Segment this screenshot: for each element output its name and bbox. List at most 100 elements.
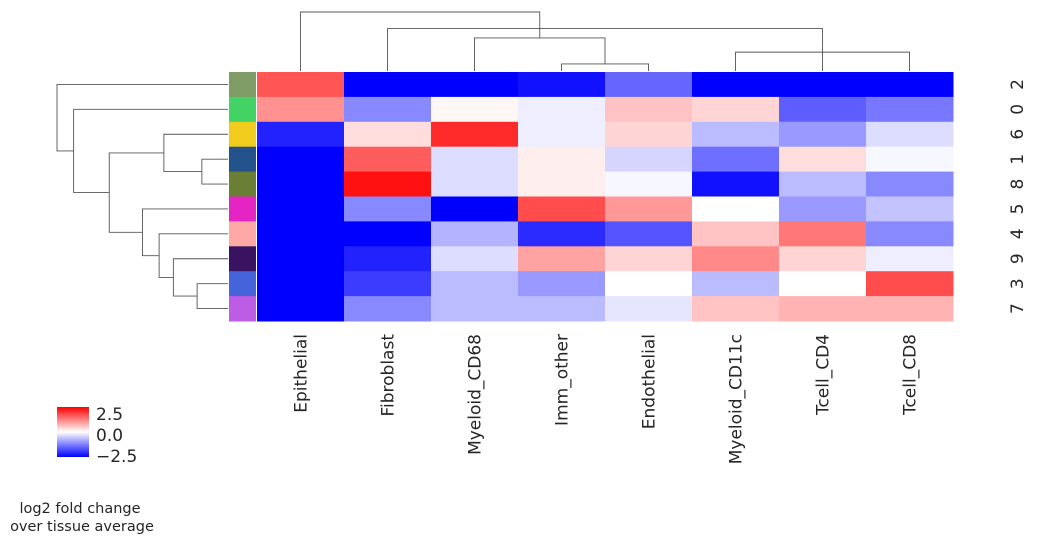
heatmap-cell — [518, 121, 606, 148]
heatmap-cell — [605, 271, 693, 297]
row-dendrogram-link — [196, 283, 228, 309]
heatmap-cell — [431, 271, 519, 297]
heatmap-cell — [257, 271, 345, 297]
colorbar-gradient — [57, 407, 89, 457]
heatmap-cell — [779, 72, 867, 98]
colorbar-tick-low: −2.5 — [96, 447, 137, 467]
row-dendrogram-link — [108, 152, 164, 233]
row-color-swatch — [229, 246, 256, 272]
column-dendrogram-link — [474, 37, 606, 71]
heatmap-cell — [605, 296, 693, 322]
heatmap-cell — [518, 171, 606, 197]
heatmap-cells — [257, 72, 954, 322]
row-label: 4 — [1008, 228, 1028, 239]
heatmap-cell — [518, 296, 606, 322]
column-label: Endothelial — [640, 334, 660, 429]
row-color-swatch — [229, 171, 256, 197]
row-dendrogram-link — [142, 208, 228, 257]
heatmap-cell — [692, 246, 780, 272]
heatmap-cell — [257, 221, 345, 247]
heatmap-cell — [605, 121, 693, 148]
row-label: 7 — [1008, 303, 1028, 314]
heatmap-cell — [866, 246, 954, 272]
row-color-swatch — [229, 221, 256, 247]
row-dendrogram — [56, 84, 228, 309]
heatmap-cell — [257, 296, 345, 322]
row-color-swatch — [229, 96, 256, 123]
heatmap-cell — [866, 171, 954, 197]
colorbar: 2.5 0.0 −2.5 log2 fold change over tissu… — [10, 405, 154, 535]
colorbar-label-line1: log2 fold change — [19, 501, 140, 517]
row-color-swatch — [229, 146, 256, 173]
heatmap-cell — [344, 246, 432, 272]
row-dendrogram-link — [73, 108, 228, 194]
row-color-swatch — [229, 196, 256, 222]
heatmap-cell — [692, 146, 780, 173]
row-label: 3 — [1008, 278, 1028, 289]
heatmap-cell — [866, 121, 954, 148]
heatmap-cell — [518, 96, 606, 123]
heatmap-cell — [518, 221, 606, 247]
heatmap-cell — [344, 146, 432, 173]
row-label: 9 — [1008, 253, 1028, 264]
heatmap-cell — [866, 72, 954, 98]
column-label: Tcell_CD8 — [901, 334, 921, 416]
heatmap-cell — [779, 246, 867, 272]
heatmap-cell — [866, 271, 954, 297]
heatmap-cell — [779, 121, 867, 148]
heatmap-cell — [257, 72, 345, 98]
column-label: Tcell_CD4 — [814, 334, 834, 416]
heatmap-cell — [692, 72, 780, 98]
column-dendrogram-link — [300, 11, 541, 71]
heatmap-cell — [257, 246, 345, 272]
heatmap-cell — [518, 196, 606, 222]
row-color-swatch — [229, 72, 256, 98]
heatmap-cell — [692, 271, 780, 297]
heatmap-cell — [692, 221, 780, 247]
column-dendrogram — [300, 11, 910, 71]
heatmap-cell — [344, 271, 432, 297]
heatmap-cell — [518, 72, 606, 98]
heatmap-cell — [344, 171, 432, 197]
column-label: Myeloid_CD11c — [727, 334, 747, 464]
row-label: 2 — [1008, 79, 1028, 90]
row-label: 6 — [1008, 129, 1028, 140]
row-label: 1 — [1008, 154, 1028, 165]
row-dendrogram-link — [201, 158, 228, 185]
column-dendrogram-link — [561, 63, 649, 71]
heatmap-cell — [866, 221, 954, 247]
heatmap-cell — [431, 246, 519, 272]
heatmap-cell — [692, 121, 780, 148]
heatmap-cell — [518, 246, 606, 272]
row-color-strip — [229, 72, 256, 322]
heatmap-cell — [605, 72, 693, 98]
heatmap-cell — [866, 146, 954, 173]
heatmap-cell — [605, 171, 693, 197]
row-label: 5 — [1008, 204, 1028, 215]
heatmap-cell — [344, 296, 432, 322]
heatmap-cell — [431, 121, 519, 148]
heatmap-cell — [605, 246, 693, 272]
heatmap-cell — [257, 96, 345, 123]
heatmap-cell — [605, 221, 693, 247]
heatmap-cell — [431, 72, 519, 98]
heatmap-cell — [866, 96, 954, 123]
column-dendrogram-link — [387, 28, 823, 71]
heatmap-cell — [431, 221, 519, 247]
column-label: Imm_other — [553, 334, 573, 426]
row-dendrogram-link — [172, 258, 228, 297]
row-label: 8 — [1008, 179, 1028, 190]
heatmap-cell — [692, 196, 780, 222]
row-color-swatch — [229, 296, 256, 322]
heatmap-cell — [431, 296, 519, 322]
heatmap-cell — [779, 296, 867, 322]
heatmap-cell — [431, 96, 519, 123]
heatmap-cell — [692, 296, 780, 322]
row-dendrogram-link — [163, 133, 228, 173]
heatmap-cell — [779, 221, 867, 247]
colorbar-tick-mid: 0.0 — [96, 426, 123, 446]
heatmap-cell — [779, 271, 867, 297]
heatmap-cell — [779, 146, 867, 173]
heatmap-cell — [866, 296, 954, 322]
